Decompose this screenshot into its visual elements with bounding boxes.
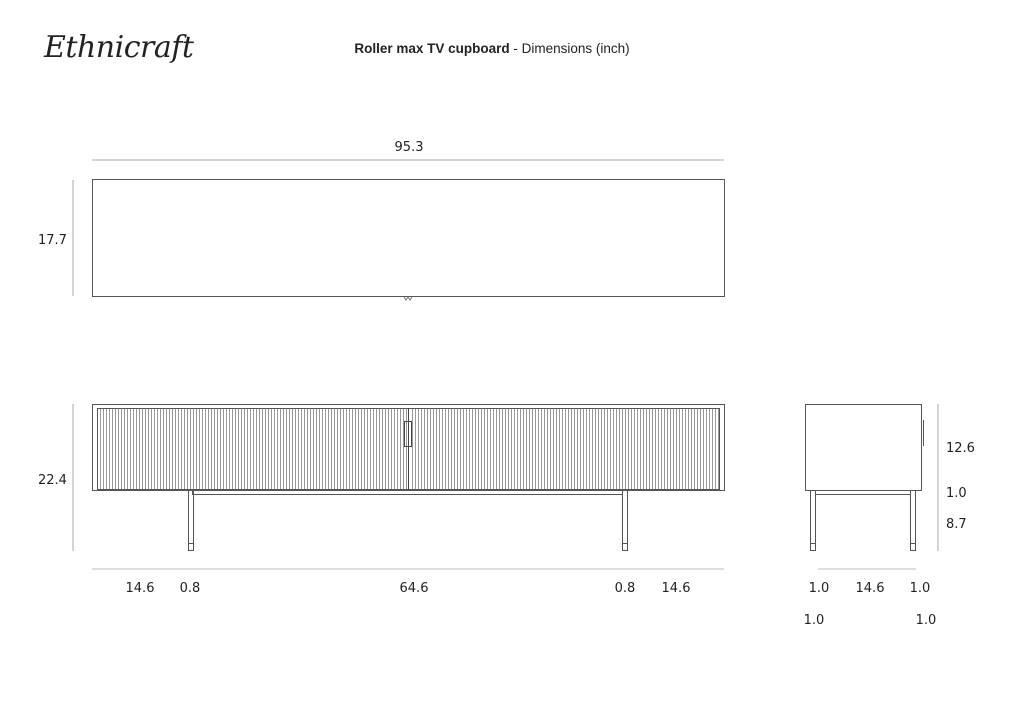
handle: [404, 421, 412, 447]
leg-left: [188, 490, 194, 551]
dim-label: 1.0: [804, 613, 825, 628]
handle-mark: [403, 296, 413, 301]
side-rail: [815, 490, 911, 495]
dim-label: 1.0: [946, 486, 967, 501]
dim-label: 14.6: [126, 581, 155, 596]
product-name: Roller max TV cupboard: [354, 41, 510, 56]
dim-label: 1.0: [809, 581, 830, 596]
title-suffix: - Dimensions (inch): [509, 41, 630, 56]
side-leg-left: [810, 490, 816, 551]
roller-slats: [100, 409, 719, 489]
base-rail: [192, 490, 623, 495]
dim-label: 0.8: [180, 581, 201, 596]
leg-right: [622, 490, 628, 551]
dim-label: 12.6: [946, 441, 975, 456]
page-title: Roller max TV cupboard - Dimensions (inc…: [0, 41, 984, 56]
dim-label: 64.6: [400, 581, 429, 596]
front-view: 22.4 14.6 0.8 64.6 0.8 14.6: [38, 404, 725, 596]
side-view: 12.6 1.0 8.7 1.0 14.6 1.0 1.0 1.0: [804, 404, 975, 628]
top-view: 95.3 17.7: [38, 140, 725, 301]
top-outline: [92, 179, 725, 297]
depth-label: 17.7: [38, 233, 67, 248]
brand-logo: Ethnicraft: [44, 30, 194, 65]
dim-label: 0.8: [615, 581, 636, 596]
dim-label: 8.7: [946, 517, 967, 532]
height-label: 22.4: [38, 473, 67, 488]
dim-label: 14.6: [662, 581, 691, 596]
dim-label: 1.0: [916, 613, 937, 628]
side-outline: [805, 404, 922, 491]
width-label: 95.3: [395, 140, 424, 155]
dim-label: 1.0: [910, 581, 931, 596]
dim-label: 14.6: [856, 581, 885, 596]
side-leg-right: [910, 490, 916, 551]
